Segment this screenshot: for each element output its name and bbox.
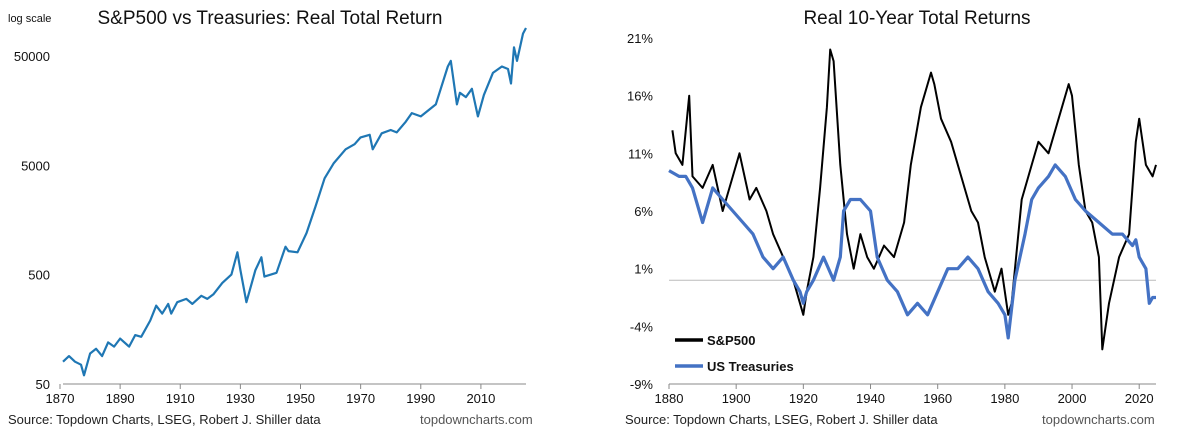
- y-axis: 50 500 5000 50000: [14, 49, 50, 392]
- x-tick-label: 1910: [166, 391, 195, 406]
- legend: S&P500 US Treasuries: [675, 333, 794, 374]
- x-tick-label: 1900: [722, 391, 751, 406]
- chart-sp500-vs-treasuries: S&P500 vs Treasuries: Real Total Return …: [8, 8, 527, 406]
- x-tick-label: 1920: [789, 391, 818, 406]
- x-tick-label: 1990: [406, 391, 435, 406]
- y-tick-label: 6%: [634, 204, 653, 219]
- brand-label: topdowncharts.com: [1042, 412, 1155, 427]
- chart-title: Real 10-Year Total Returns: [803, 8, 1030, 29]
- y-tick-label: 1%: [634, 262, 653, 277]
- x-axis: 1880 1900 1920 1940 1960 1980 2000 2020: [655, 384, 1154, 406]
- chart-title: S&P500 vs Treasuries: Real Total Return: [98, 8, 443, 29]
- y-tick-label: 50: [36, 377, 50, 392]
- source-note: Source: Topdown Charts, LSEG, Robert J. …: [8, 412, 321, 427]
- y-tick-label: 50000: [14, 49, 50, 64]
- x-tick-label: 1970: [346, 391, 375, 406]
- chart-real-10-year-returns: Real 10-Year Total Returns -9% -4% 1% 6% 11%…: [627, 8, 1157, 406]
- x-tick-label: 2000: [1058, 391, 1087, 406]
- series-group: [62, 27, 527, 377]
- brand-label: topdowncharts.com: [420, 412, 533, 427]
- x-tick-label: 1980: [990, 391, 1019, 406]
- series-line-us-treasuries: [668, 163, 1156, 340]
- x-tick-label: 1870: [46, 391, 75, 406]
- legend-label-us-treasuries: US Treasuries: [707, 359, 794, 374]
- y-tick-label: 11%: [628, 146, 653, 161]
- series-line-sp500-real-total-return: [62, 27, 527, 377]
- scale-note: log scale: [8, 13, 51, 25]
- x-tick-label: 2020: [1125, 391, 1154, 406]
- y-tick-label: -9%: [630, 377, 654, 392]
- y-axis: -9% -4% 1% 6% 11% 16% 21%: [627, 31, 653, 392]
- x-tick-label: 2010: [466, 391, 495, 406]
- y-tick-label: -4%: [630, 319, 654, 334]
- y-tick-label: 500: [28, 268, 50, 283]
- legend-label-s-p500: S&P500: [707, 333, 755, 348]
- series-line-s-p500: [671, 48, 1157, 351]
- y-tick-label: 21%: [627, 31, 653, 46]
- x-tick-label: 1930: [226, 391, 255, 406]
- x-axis: 1870 1890 1910 1930 1950 1970 1990 2010: [46, 384, 495, 406]
- x-tick-label: 1940: [856, 391, 885, 406]
- x-tick-label: 1960: [923, 391, 952, 406]
- x-tick-label: 1880: [655, 391, 684, 406]
- series-group: [668, 48, 1157, 351]
- y-tick-label: 16%: [627, 89, 653, 104]
- x-tick-label: 1890: [106, 391, 135, 406]
- x-tick-label: 1950: [286, 391, 315, 406]
- y-tick-label: 5000: [21, 158, 50, 173]
- source-note: Source: Topdown Charts, LSEG, Robert J. …: [625, 412, 938, 427]
